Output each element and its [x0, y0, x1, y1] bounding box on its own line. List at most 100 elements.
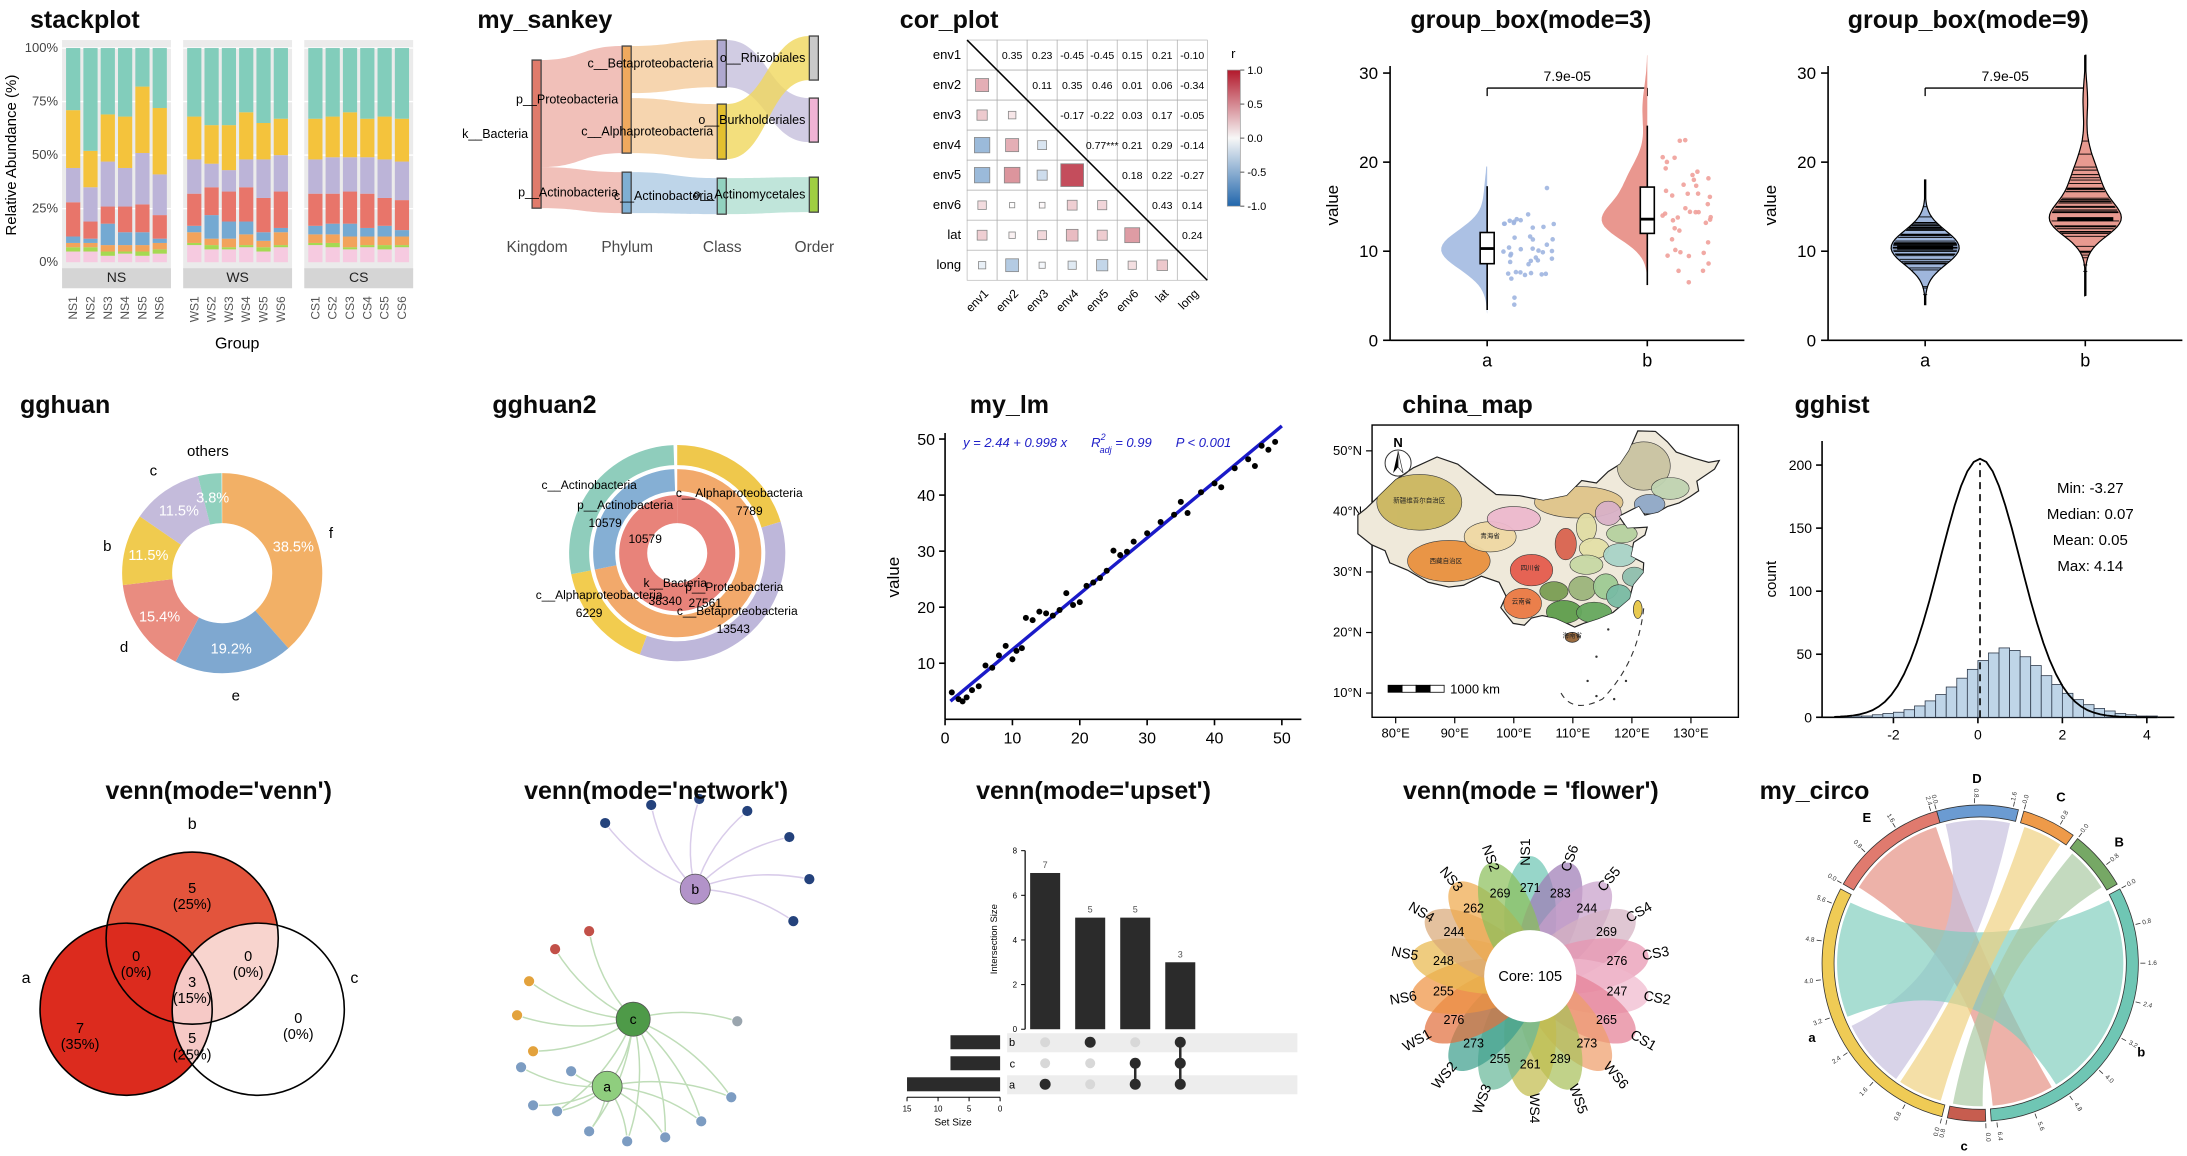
donut-slice	[122, 579, 199, 663]
tick-value-label: 4.0	[2103, 1073, 2115, 1085]
sankey-axis-label: Class	[703, 239, 742, 256]
jitter-point	[1705, 240, 1711, 245]
compass-circle	[1384, 449, 1412, 477]
satellite-node	[527, 1099, 540, 1111]
data-point	[1251, 463, 1258, 470]
tick-value-label: 0.0	[1929, 794, 1938, 805]
bar-segment	[308, 245, 323, 263]
slice-name-label: e	[232, 688, 240, 705]
hist-bar	[1998, 647, 2010, 719]
cor-square	[973, 167, 990, 184]
satellite-node	[523, 974, 536, 987]
hist-bar	[1955, 678, 1968, 719]
panel-title-my-circo: my_circo	[1759, 776, 1870, 805]
petal-label: CS2	[1643, 987, 1673, 1008]
bar-segment	[273, 247, 288, 263]
jitter-point	[1535, 258, 1541, 263]
jitter-point	[1681, 182, 1687, 188]
cor-square	[1156, 259, 1168, 271]
petal-value: 244	[1444, 925, 1465, 939]
sector-tick	[1860, 847, 1865, 852]
sunburst-value: 10579	[629, 532, 663, 546]
jitter-point	[1506, 271, 1511, 276]
bar-segment	[239, 245, 254, 248]
jitter-point	[1514, 216, 1520, 222]
lon-tick-label: 120°E	[1614, 726, 1650, 741]
sunburst-label: k__Bacteria	[644, 577, 708, 591]
jitter-point	[1501, 249, 1506, 254]
jitter-point	[1660, 154, 1666, 160]
sankey-node	[809, 97, 820, 143]
y-tick-label: 20	[1359, 153, 1378, 172]
donut-slice	[197, 473, 222, 525]
bar-segment	[308, 193, 323, 226]
x-tick-label: b	[1642, 350, 1652, 370]
bar-segment	[360, 245, 375, 248]
sunburst-label: c__Actinobacteria	[542, 478, 638, 492]
bar-segment	[204, 249, 219, 263]
col-label: env2	[993, 286, 1022, 315]
jitter-point	[1670, 193, 1675, 198]
sunburst-segment	[569, 445, 675, 575]
scalebar-label: 1000 km	[1450, 682, 1500, 697]
satellite-node	[803, 872, 816, 885]
jitter-point	[1701, 250, 1707, 256]
cor-value: -0.22	[1090, 110, 1114, 122]
y-tick-label: 20	[1797, 153, 1816, 172]
jitter-point	[1549, 256, 1555, 261]
lon-tick-label: 130°E	[1673, 726, 1709, 741]
cor-square	[1038, 261, 1046, 269]
cor-value: 0.35	[1062, 80, 1083, 92]
satellite-node	[527, 1045, 540, 1057]
data-point	[1083, 583, 1090, 590]
bar-segment	[394, 118, 410, 162]
jitter-point	[1540, 249, 1546, 255]
jitter-point	[1678, 249, 1683, 255]
lon-tick-label: 110°E	[1556, 726, 1591, 741]
my-lm-chart: 0 10 20 30 40 50 10 20 30 40 50 value y = 2.44 + 0.9…	[884, 424, 1302, 748]
panel-title-group-box-9: group_box(mode=9)	[1847, 6, 2089, 34]
x-tick-label: 0	[940, 731, 949, 748]
region-pct: (25%)	[173, 1047, 212, 1063]
satellite-node	[731, 1014, 744, 1027]
panel-title-china-map: china_map	[1402, 391, 1533, 420]
panel-title-venn-network: venn(mode='network')	[524, 776, 789, 805]
jitter-point	[1512, 295, 1517, 300]
sector-label-D: D	[1972, 771, 1981, 786]
chord-ribbon	[1952, 853, 2102, 1106]
petal-value: 248	[1433, 954, 1454, 968]
hist-bar	[2008, 650, 2021, 719]
cor-value: -0.05	[1180, 110, 1204, 122]
network-edge	[607, 1080, 732, 1098]
bar-segment	[256, 251, 271, 263]
jitter-point	[1677, 138, 1683, 144]
col-label: env6	[1113, 286, 1142, 315]
x-tick-label: 50	[1273, 731, 1291, 748]
satellite-node	[695, 1115, 708, 1127]
set-row-label: c	[1009, 1058, 1015, 1070]
bar-segment	[221, 247, 237, 250]
panel-gghist: gghist 0 50 100 150 200 -2 0 2 4 count Min: -3.27 M…	[1750, 385, 2187, 770]
cor-square	[1127, 260, 1137, 270]
bar-segment	[377, 236, 392, 246]
bar-segment	[135, 152, 150, 205]
x-tick-label: NS4	[118, 296, 132, 320]
x-tick-label: 4	[2143, 727, 2151, 743]
slice-name-label: c	[150, 463, 158, 480]
bar-segment	[360, 247, 375, 263]
jitter-point	[1686, 253, 1692, 259]
x-tick-label: WS5	[257, 296, 271, 322]
cor-square	[1124, 227, 1140, 244]
sankey-axis-label: Phylum	[602, 239, 654, 256]
province-label: 云南省	[1512, 597, 1532, 606]
data-point	[1009, 656, 1016, 663]
jitter-point	[1536, 248, 1541, 253]
jitter-point	[1673, 247, 1678, 253]
sunburst-segment	[640, 522, 786, 662]
data-point	[1244, 456, 1251, 463]
bar-segment	[325, 234, 340, 243]
jitter-point	[1530, 237, 1536, 242]
satellite-node	[787, 914, 800, 927]
bar-segment	[273, 155, 288, 192]
bar-segment	[204, 245, 219, 250]
